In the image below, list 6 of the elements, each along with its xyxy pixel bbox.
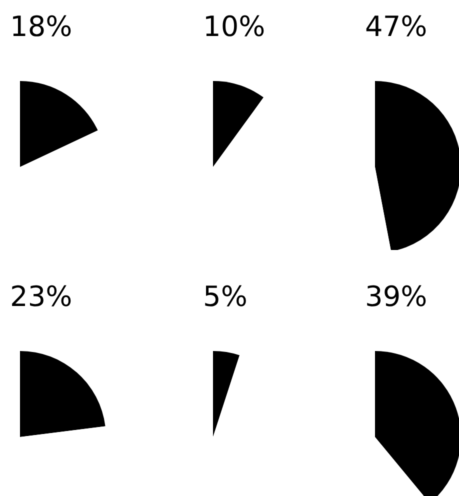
chart-title: 10% [203,10,266,43]
chart-title: 23% [10,280,72,313]
chart-title: 18% [10,10,72,43]
chart-title: 47% [365,10,428,43]
chart-title: 5% [203,280,248,313]
chart-title: 39% [365,280,428,313]
